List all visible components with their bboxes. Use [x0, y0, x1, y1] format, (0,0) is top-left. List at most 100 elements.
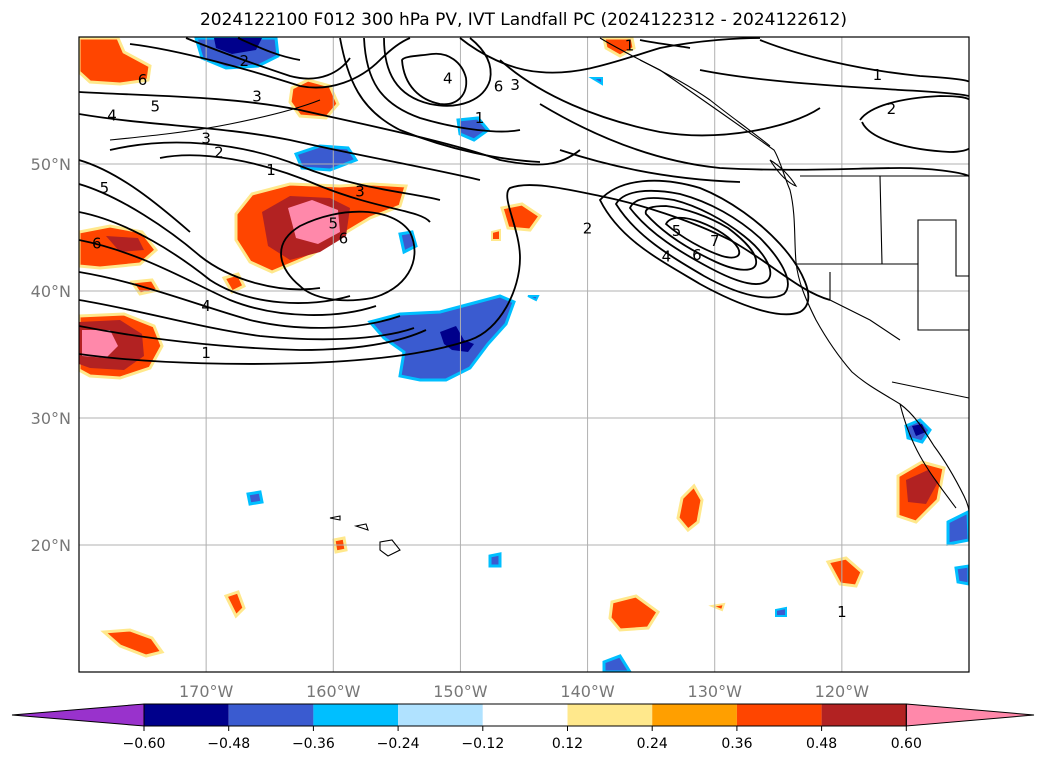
- contour-label: 4: [201, 297, 211, 315]
- coastline-baja: [899, 403, 957, 509]
- contour-label: 3: [510, 76, 520, 94]
- contour-label: 6: [692, 246, 702, 264]
- lon-tick-label: 120°W: [815, 682, 870, 701]
- colorbar-segment: [736, 704, 822, 726]
- colorbar-tick-label: −0.24: [377, 736, 420, 752]
- contour-label: 7: [710, 232, 720, 250]
- shade-positive-tropic-d: [100, 628, 165, 658]
- pv-contour: [79, 211, 351, 304]
- coastlines: [109, 37, 969, 557]
- island-hawaii-b: [353, 523, 369, 531]
- pv-contour: [79, 299, 415, 341]
- colorbar-tick-label: −0.12: [461, 736, 504, 752]
- shade-negative-southeast-b: [954, 564, 969, 586]
- pv-contour: [699, 69, 969, 97]
- colorbar-extend-low: [11, 703, 145, 727]
- aleutians: [109, 99, 321, 141]
- pv-contour: [539, 103, 969, 177]
- lon-tick-label: 130°W: [688, 682, 743, 701]
- contour-label: 2: [887, 100, 897, 118]
- contour-label: 2: [214, 143, 224, 161]
- colorbar-segment: [567, 704, 653, 726]
- contour-label: 1: [837, 603, 847, 621]
- pv-contour: [598, 179, 810, 316]
- contour-label: 2: [240, 52, 250, 70]
- contour-label: 3: [355, 183, 365, 201]
- shade-negative-tropic-f: [527, 295, 540, 302]
- map-title: 2024122100 F012 300 hPa PV, IVT Landfall…: [199, 10, 847, 30]
- colorbar-segment: [144, 704, 229, 726]
- contour-label: 1: [201, 344, 211, 362]
- pv-contour: [109, 141, 441, 201]
- island-vancouver: [769, 159, 798, 187]
- pv-contour: [459, 37, 761, 74]
- colorbar-tick-label: −0.60: [123, 736, 166, 752]
- island-hawaii-c: [329, 515, 341, 521]
- pv-contour: [383, 37, 492, 107]
- contour-label: 2: [583, 220, 593, 238]
- shade-positive-tropic-h: [491, 228, 501, 241]
- border-us-states-d: [829, 272, 901, 341]
- colorbar-segment: [482, 704, 568, 726]
- pv-contour: [363, 37, 521, 133]
- pv-contour: [79, 325, 427, 351]
- border-us-mexico: [891, 381, 969, 399]
- contour-label: 4: [107, 106, 117, 124]
- contour-label: 1: [266, 161, 276, 179]
- pv-contour: [237, 37, 301, 61]
- pv-contour: [79, 183, 321, 291]
- pv-contour: [185, 37, 351, 80]
- pv-contour: [639, 39, 691, 49]
- lat-tick-label: 40°N: [31, 282, 71, 301]
- lon-tick-label: 170°W: [179, 682, 234, 701]
- shade-negative-north-core: [214, 38, 262, 54]
- pv-contour: [644, 205, 757, 271]
- pv-contour: [401, 52, 468, 106]
- pv-contour: [159, 154, 431, 223]
- contour-label: 4: [443, 70, 453, 88]
- lon-tick-label: 160°W: [306, 682, 361, 701]
- shade-positive-east-pacific: [500, 202, 543, 232]
- contour-label: 5: [100, 179, 110, 197]
- colorbar-tick-label: 0.36: [721, 736, 752, 752]
- colorbar-segment: [398, 704, 483, 726]
- contour-label: 5: [672, 222, 682, 240]
- shade-positive-baja-west-core: [906, 470, 938, 504]
- contour-label: 6: [138, 71, 148, 89]
- shade-positive-tropic-e: [223, 590, 246, 619]
- pv-contour: [280, 210, 416, 302]
- coastline-north-america: [599, 37, 969, 513]
- island-hawaii-a: [379, 539, 401, 557]
- ocean-background: [79, 37, 969, 672]
- shade-positive-aleutian-small: [288, 78, 340, 120]
- pv-contour: [79, 184, 831, 365]
- shade-positive-tropic-a: [676, 483, 704, 533]
- shade-negative-baja-north-core: [912, 424, 926, 436]
- pv-contour: [129, 37, 411, 89]
- longitude-tick-labels: 170°W 160°W 150°W 140°W 130°W 120°W: [179, 682, 869, 701]
- pv-contour: [79, 159, 191, 233]
- pv-contour: [664, 216, 741, 259]
- pv-contours: [79, 37, 969, 365]
- contour-label: 1: [625, 37, 635, 55]
- contour-label: 1: [873, 66, 883, 84]
- shade-positive-tropic-c: [825, 556, 864, 588]
- shade-positive-west-mid-core: [106, 236, 144, 252]
- shade-positive-west-low-peak: [82, 330, 118, 358]
- contour-label: 4: [662, 247, 672, 265]
- colorbar-tick-label: 0.48: [806, 736, 837, 752]
- contour-label: 3: [201, 129, 211, 147]
- pv-contour: [79, 113, 481, 181]
- latitude-tick-labels: 50°N 40°N 30°N 20°N: [31, 155, 71, 555]
- colorbar-segment: [313, 704, 399, 726]
- pv-contour: [499, 59, 821, 137]
- gridlines: [79, 37, 969, 672]
- shade-positive-tropic-b: [608, 594, 661, 632]
- contour-label: 6: [92, 235, 102, 253]
- colorbar-tick-label: 0.60: [891, 736, 922, 752]
- colorbar-tick-label: 0.12: [552, 736, 583, 752]
- map-frame: [78, 36, 970, 673]
